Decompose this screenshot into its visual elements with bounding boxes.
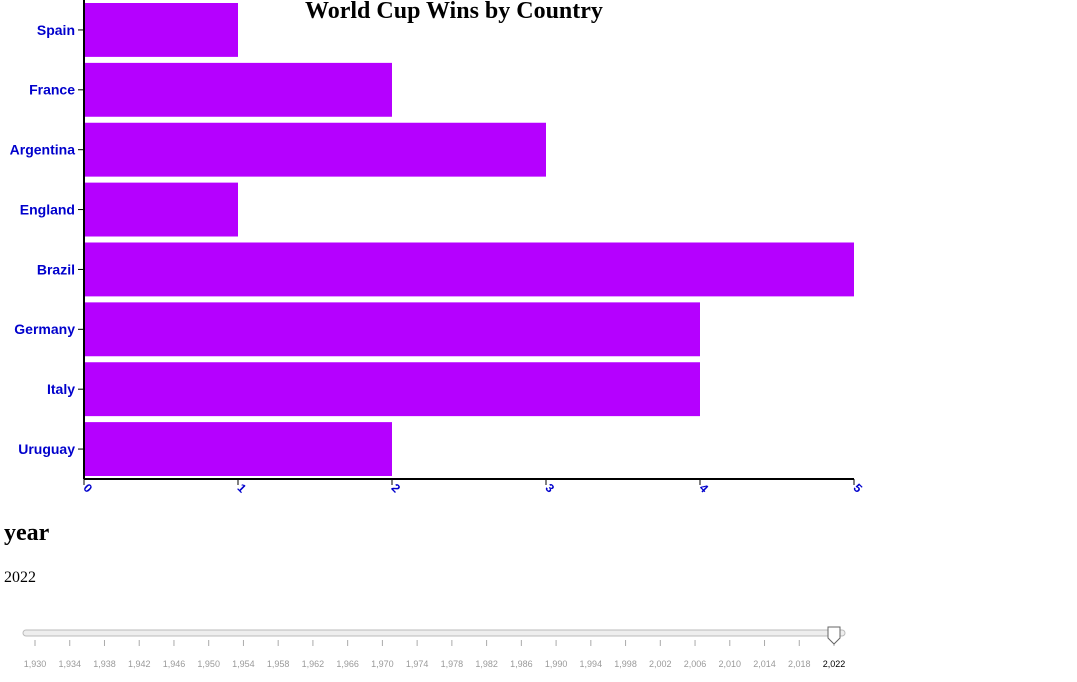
year-value: 2022 [4, 569, 36, 586]
slider-tick-label: 1,974 [406, 659, 429, 669]
bar-italy [85, 362, 700, 417]
slider-tick-label: 1,942 [128, 659, 151, 669]
bar-uruguay [85, 422, 392, 477]
x-tick-label: 0 [81, 481, 96, 496]
slider-track[interactable] [22, 629, 846, 637]
y-tick-label: Italy [47, 381, 75, 397]
slider-tick-label: 2,018 [788, 659, 811, 669]
slider-tick-label: 1,966 [336, 659, 359, 669]
bar-france [85, 62, 392, 117]
bar-germany [85, 302, 700, 357]
bar-brazil [85, 242, 854, 297]
year-slider[interactable]: 1,930 1,934 1,938 1,942 1,946 1,950 1,954 1,958… [0, 618, 880, 678]
slider-tick-label: 1,930 [24, 659, 47, 669]
slider-tick-label: 1,978 [441, 659, 464, 669]
year-heading: year [4, 520, 50, 546]
slider-tick-label: 1,954 [232, 659, 255, 669]
x-tick-label: 2 [389, 481, 404, 496]
slider-tick-label: 1,962 [302, 659, 325, 669]
slider-tick-label: 1,986 [510, 659, 533, 669]
y-tick-label: Spain [37, 22, 75, 38]
chart-title: World Cup Wins by Country [305, 0, 603, 24]
y-tick-label: France [29, 82, 75, 98]
y-tick-label: Brazil [37, 261, 75, 277]
bar-chart: World Cup Wins by Country Spain France Arg… [10, 0, 866, 496]
x-tick-label: 4 [697, 481, 712, 496]
slider-tick-label: 2,022 [823, 659, 846, 669]
bar-england [85, 182, 238, 237]
slider-tick-label: 1,938 [93, 659, 116, 669]
slider-tick-label: 1,946 [163, 659, 186, 669]
y-tick-label: Argentina [10, 142, 76, 158]
y-tick-label: Germany [14, 321, 75, 337]
slider-handle[interactable] [827, 626, 841, 645]
x-tick-label: 3 [543, 481, 558, 496]
slider-tick-label: 1,934 [58, 659, 81, 669]
x-tick-label: 1 [235, 481, 250, 496]
bar-spain [85, 2, 238, 57]
x-tick-label: 5 [851, 481, 866, 496]
slider-tick-label: 1,990 [545, 659, 568, 669]
y-tick-label: Uruguay [18, 441, 75, 457]
slider-tick-label: 2,002 [649, 659, 672, 669]
slider-tick-label: 2,010 [719, 659, 742, 669]
slider-tick-label: 1,998 [614, 659, 637, 669]
slider-tick-label: 2,014 [753, 659, 776, 669]
slider-tick-label: 2,006 [684, 659, 707, 669]
x-axis: 0 1 2 3 4 5 [81, 478, 866, 496]
slider-tick-label: 1,970 [371, 659, 394, 669]
slider-tick-label: 1,994 [580, 659, 603, 669]
slider-tick-label: 1,982 [475, 659, 498, 669]
bar-argentina [85, 122, 546, 177]
y-axis: Spain France Argentina England Brazil Germany… [10, 0, 85, 479]
slider-tick-label: 1,950 [197, 659, 220, 669]
bars-group [85, 2, 854, 477]
slider-ticks: 1,930 1,934 1,938 1,942 1,946 1,950 1,954 1,958… [24, 640, 846, 669]
slider-tick-label: 1,958 [267, 659, 290, 669]
y-tick-label: England [20, 201, 75, 217]
